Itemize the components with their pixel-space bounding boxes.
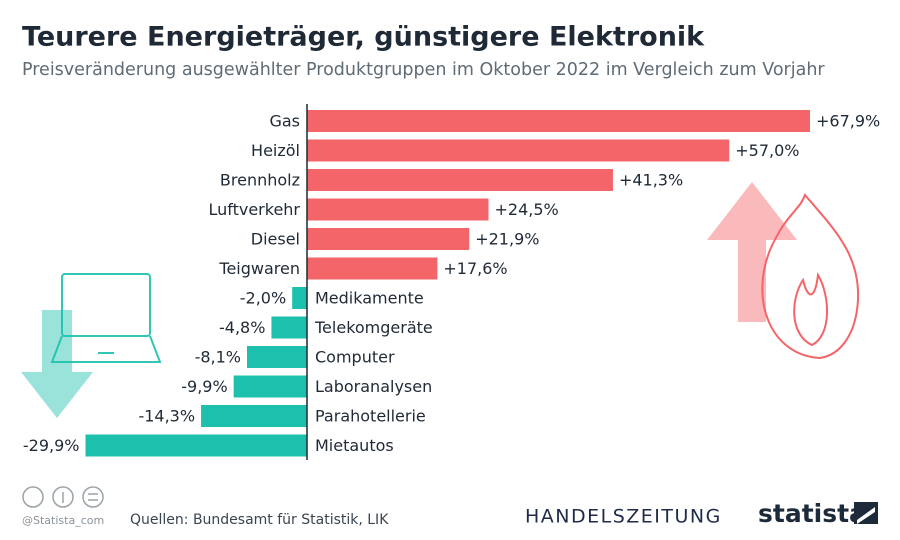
- brand-logo: [854, 502, 878, 524]
- value-label: +21,9%: [475, 230, 539, 249]
- brand: statista: [758, 499, 866, 528]
- chart-subtitle: Preisveränderung ausgewählter Produktgru…: [22, 60, 825, 80]
- bar: [307, 257, 438, 280]
- category-label: Teigwaren: [218, 259, 300, 278]
- bar: [292, 287, 307, 309]
- laptop-icon: [50, 273, 162, 363]
- source: Quellen: Bundesamt für Statistik, LIK: [130, 512, 389, 528]
- category-label: Medikamente: [315, 289, 424, 308]
- bar: [201, 405, 307, 427]
- category-label: Diesel: [251, 230, 300, 249]
- bar: [307, 228, 470, 250]
- value-label: -29,9%: [23, 436, 80, 455]
- category-label: Brennholz: [220, 171, 300, 190]
- bar: [85, 434, 307, 457]
- category-label: Telekomgeräte: [314, 318, 433, 337]
- cc-icons: [22, 486, 104, 508]
- bar: [307, 139, 730, 162]
- category-label: Heizöl: [251, 141, 300, 160]
- category-label: Computer: [315, 348, 395, 367]
- bar: [246, 346, 307, 368]
- category-label: Gas: [269, 112, 300, 131]
- value-label: -9,9%: [181, 377, 227, 396]
- value-label: +17,6%: [443, 259, 507, 278]
- category-label: Parahotellerie: [315, 407, 426, 426]
- value-label: -4,8%: [219, 318, 265, 337]
- chart-title: Teurere Energieträger, günstigere Elektr…: [22, 22, 705, 53]
- value-label: -14,3%: [138, 407, 195, 426]
- publisher: HANDELSZEITUNG: [525, 506, 722, 528]
- category-label: Laboranalysen: [315, 377, 432, 396]
- bar: [307, 169, 613, 191]
- bar: [233, 375, 307, 398]
- category-label: Luftverkehr: [208, 200, 300, 219]
- value-label: +41,3%: [619, 171, 683, 190]
- value-label: +67,9%: [816, 112, 880, 131]
- bar: [271, 316, 307, 339]
- value-label: -2,0%: [240, 289, 286, 308]
- category-label: Mietautos: [315, 436, 394, 455]
- flame-icon: [761, 193, 860, 360]
- up-arrow-icon: [707, 182, 797, 322]
- down-arrow-icon: [21, 310, 93, 418]
- value-label: -8,1%: [195, 348, 241, 367]
- bar: [307, 110, 810, 132]
- value-label: +57,0%: [735, 141, 799, 160]
- value-label: +24,5%: [494, 200, 558, 219]
- bar: [307, 198, 489, 221]
- credit: @Statista_com: [22, 514, 104, 527]
